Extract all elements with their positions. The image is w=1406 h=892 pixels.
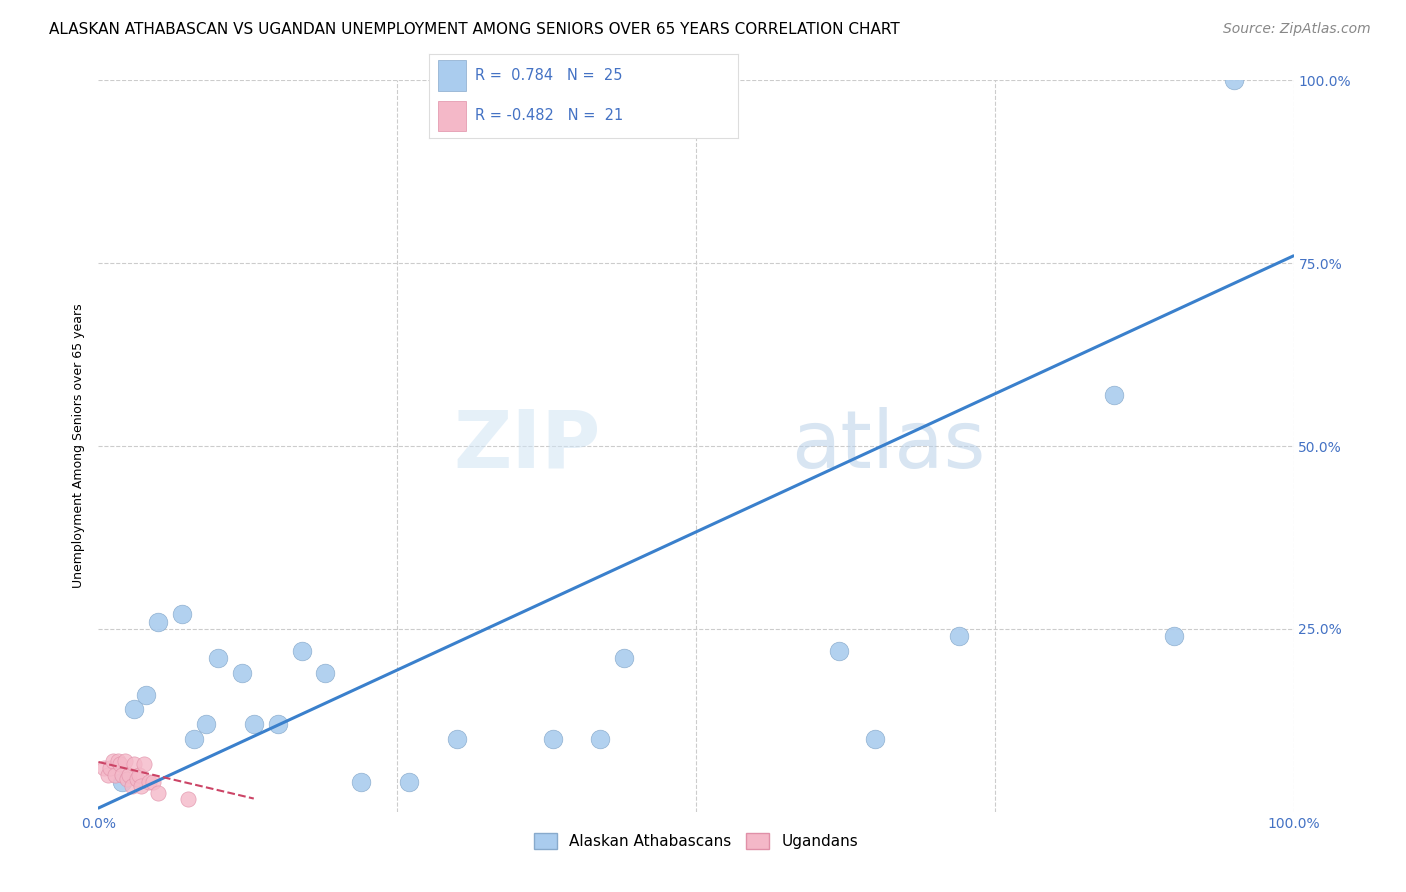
- Point: [172, 607, 194, 622]
- Point: [148, 615, 170, 629]
- Point: [183, 731, 205, 746]
- Point: [97, 768, 120, 782]
- Point: [267, 717, 290, 731]
- Point: [101, 754, 124, 768]
- Point: [948, 629, 970, 643]
- Point: [1223, 73, 1246, 87]
- Point: [115, 772, 138, 786]
- Point: [148, 787, 170, 801]
- Point: [315, 665, 337, 680]
- Point: [118, 768, 141, 782]
- Point: [828, 644, 851, 658]
- Point: [446, 731, 468, 746]
- FancyBboxPatch shape: [439, 101, 465, 131]
- FancyBboxPatch shape: [439, 61, 465, 91]
- Text: Source: ZipAtlas.com: Source: ZipAtlas.com: [1223, 22, 1371, 37]
- Point: [865, 731, 887, 746]
- Text: ZIP: ZIP: [453, 407, 600, 485]
- Point: [1163, 629, 1185, 643]
- Point: [243, 717, 266, 731]
- Point: [111, 775, 134, 789]
- Point: [195, 717, 218, 731]
- Y-axis label: Unemployment Among Seniors over 65 years: Unemployment Among Seniors over 65 years: [72, 303, 86, 589]
- Point: [108, 757, 131, 772]
- Point: [98, 761, 122, 775]
- Text: R =  0.784   N =  25: R = 0.784 N = 25: [475, 68, 623, 83]
- Point: [291, 644, 314, 658]
- Point: [613, 651, 636, 665]
- Point: [111, 768, 134, 782]
- Point: [398, 775, 420, 789]
- Point: [107, 754, 129, 768]
- Point: [231, 665, 253, 680]
- Point: [350, 775, 373, 789]
- Text: R = -0.482   N =  21: R = -0.482 N = 21: [475, 108, 623, 123]
- Point: [1104, 388, 1126, 402]
- Point: [135, 688, 157, 702]
- Point: [207, 651, 229, 665]
- Legend: Alaskan Athabascans, Ugandans: Alaskan Athabascans, Ugandans: [527, 827, 865, 855]
- Point: [114, 754, 136, 768]
- Point: [142, 775, 165, 789]
- Point: [132, 757, 155, 772]
- Point: [93, 761, 115, 775]
- Point: [541, 731, 564, 746]
- Point: [177, 791, 200, 805]
- Point: [124, 702, 146, 716]
- Point: [589, 731, 612, 746]
- Point: [125, 772, 148, 786]
- Text: atlas: atlas: [792, 407, 986, 485]
- Text: ALASKAN ATHABASCAN VS UGANDAN UNEMPLOYMENT AMONG SENIORS OVER 65 YEARS CORRELATI: ALASKAN ATHABASCAN VS UGANDAN UNEMPLOYME…: [49, 22, 900, 37]
- Point: [138, 775, 160, 789]
- Point: [131, 779, 153, 793]
- Point: [121, 779, 143, 793]
- Point: [104, 768, 127, 782]
- Point: [124, 757, 146, 772]
- Point: [128, 768, 150, 782]
